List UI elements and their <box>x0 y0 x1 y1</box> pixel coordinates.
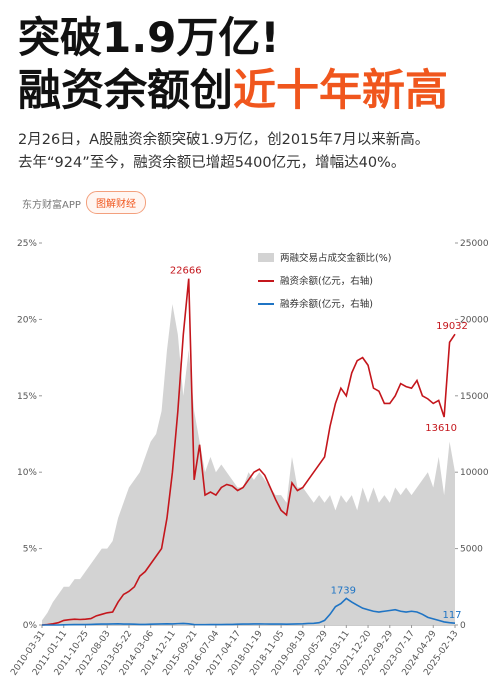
headline-black: 融资余额创 <box>18 66 233 116</box>
legend-label: 融资余额(亿元，右轴) <box>280 275 373 287</box>
y-tick-label: 25% <box>17 239 37 249</box>
legend-label: 两融交易占成交金额比(%) <box>280 252 391 264</box>
headline: 突破1.9万亿! <box>18 13 280 62</box>
y2-tick-label: 0 <box>460 621 466 631</box>
paragraph-line: 去年“924”至今，融资余额已增超5400亿元，增幅达40%。 <box>18 155 406 171</box>
value-label: 19032 <box>436 321 468 332</box>
y2-tick-label: 25000 <box>460 239 489 249</box>
tag: 图解财经 <box>86 191 146 214</box>
legend-label: 融券余额(亿元，右轴) <box>280 298 373 310</box>
value-label: 1739 <box>331 585 356 596</box>
line <box>42 597 456 626</box>
value-label: 117 <box>442 610 461 621</box>
paragraph-line: 2月26日，A股融资余额突破1.9万亿，创2015年7月以来新高。 <box>18 132 430 148</box>
y-tick-label: 20% <box>17 315 37 325</box>
y-tick-label: 5% <box>23 545 38 555</box>
line <box>41 278 456 626</box>
y2-tick-label: 10000 <box>460 468 489 478</box>
value-label: 22666 <box>170 266 202 277</box>
chart: 0% 5% 10% 15% 20% 25% 0 5000 10000 15000 20000 2500… <box>9 239 489 676</box>
area <box>42 304 455 625</box>
y2-tick-label: 20000 <box>460 315 489 325</box>
y-tick-label: 10% <box>17 468 37 478</box>
y-tick-label: 0% <box>23 621 38 631</box>
legend-swatch <box>258 253 274 262</box>
headline-orange: 近十年新高 <box>233 66 448 116</box>
y-tick-label: 15% <box>17 392 37 402</box>
source: 东方财富APP <box>22 200 81 211</box>
value-label: 13610 <box>425 423 457 434</box>
y2-tick-label: 15000 <box>460 392 489 402</box>
y2-tick-label: 5000 <box>460 545 483 555</box>
headline-2: 融资余额创近十年新高 <box>18 56 448 118</box>
